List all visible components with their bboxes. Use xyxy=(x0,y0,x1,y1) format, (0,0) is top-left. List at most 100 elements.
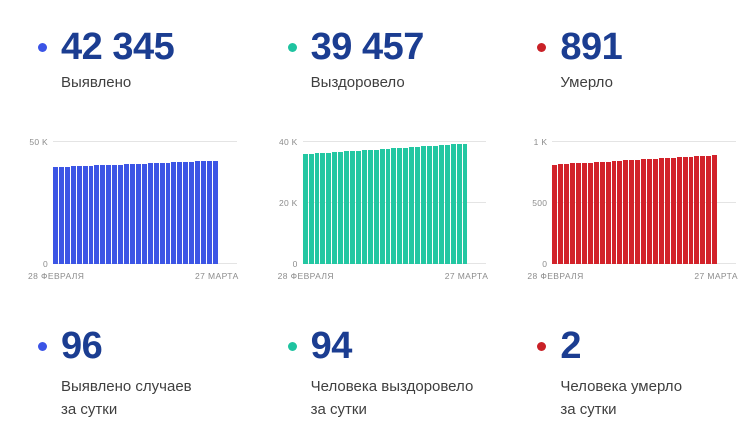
bar[interactable] xyxy=(570,163,576,264)
bar[interactable] xyxy=(165,162,171,264)
bar[interactable] xyxy=(415,146,421,264)
bar[interactable] xyxy=(212,160,218,264)
bar[interactable] xyxy=(635,159,641,264)
bar[interactable] xyxy=(694,156,700,264)
bar[interactable] xyxy=(456,144,462,264)
bar[interactable] xyxy=(177,162,183,264)
daily-label: Человека умерло за сутки xyxy=(560,375,738,421)
bar[interactable] xyxy=(379,149,385,264)
bar[interactable] xyxy=(201,161,206,264)
bar[interactable] xyxy=(641,159,647,264)
bar[interactable] xyxy=(64,166,70,264)
total-stat-recovered: 39 457 xyxy=(278,28,489,66)
bar[interactable] xyxy=(195,161,201,264)
bar[interactable] xyxy=(653,158,658,264)
bullet-dot-icon xyxy=(38,341,47,351)
bar[interactable] xyxy=(100,165,106,264)
gridline xyxy=(53,141,237,142)
bar[interactable] xyxy=(206,160,212,264)
bar[interactable] xyxy=(129,164,135,264)
bar[interactable] xyxy=(712,155,718,264)
bar[interactable] xyxy=(332,152,338,264)
daily-label-line: Человека умерло xyxy=(560,378,683,395)
bar[interactable] xyxy=(581,162,587,264)
bar[interactable] xyxy=(153,163,159,264)
bar[interactable] xyxy=(70,166,76,264)
bar[interactable] xyxy=(361,150,367,264)
bar[interactable] xyxy=(700,156,706,264)
daily-label-line: за сутки xyxy=(310,401,367,418)
bars-group xyxy=(552,142,718,264)
bar[interactable] xyxy=(112,164,118,264)
bar[interactable] xyxy=(326,152,332,264)
bar[interactable] xyxy=(599,161,605,264)
bar[interactable] xyxy=(587,162,593,264)
bar[interactable] xyxy=(58,166,64,264)
bar[interactable] xyxy=(344,151,350,264)
bar[interactable] xyxy=(676,157,682,264)
bar[interactable] xyxy=(118,164,124,264)
bar[interactable] xyxy=(444,144,450,264)
bar[interactable] xyxy=(302,154,308,264)
bar[interactable] xyxy=(350,151,355,264)
bar[interactable] xyxy=(355,150,361,264)
bullet-dot-icon xyxy=(287,341,297,351)
bar[interactable] xyxy=(682,157,688,264)
bar[interactable] xyxy=(552,164,558,264)
bar[interactable] xyxy=(664,158,670,264)
bar[interactable] xyxy=(76,166,82,264)
bar[interactable] xyxy=(421,146,427,264)
bar[interactable] xyxy=(147,163,153,264)
plot-area[interactable] xyxy=(552,141,738,264)
bar[interactable] xyxy=(82,165,88,264)
bar[interactable] xyxy=(397,147,403,264)
bar[interactable] xyxy=(314,153,320,264)
bar[interactable] xyxy=(189,161,195,264)
bar[interactable] xyxy=(403,147,409,264)
bar[interactable] xyxy=(611,161,617,264)
total-stat-detected: 42 345 xyxy=(28,28,239,66)
bar[interactable] xyxy=(658,158,664,264)
bar[interactable] xyxy=(124,164,129,264)
bar[interactable] xyxy=(373,149,379,264)
bar[interactable] xyxy=(391,148,397,264)
bar[interactable] xyxy=(688,156,694,264)
bar[interactable] xyxy=(462,143,468,264)
bar[interactable] xyxy=(605,161,611,264)
bar[interactable] xyxy=(438,145,444,264)
bar[interactable] xyxy=(450,144,456,264)
bar[interactable] xyxy=(432,145,438,264)
bar[interactable] xyxy=(409,147,415,264)
bar[interactable] xyxy=(88,165,94,264)
bar[interactable] xyxy=(171,162,177,264)
bar[interactable] xyxy=(564,163,570,264)
bar[interactable] xyxy=(385,148,391,264)
stat-card-recovered: 39 457 Выздоровело 0 20 K 40 K 28 ФЕВРАЛЯ … xyxy=(250,0,500,444)
bar[interactable] xyxy=(308,153,314,264)
plot-area[interactable] xyxy=(53,141,239,264)
bar[interactable] xyxy=(670,157,676,264)
plot-area[interactable] xyxy=(302,141,489,264)
bar[interactable] xyxy=(629,160,635,264)
bar[interactable] xyxy=(623,160,629,264)
bar[interactable] xyxy=(141,163,147,264)
bar[interactable] xyxy=(647,159,652,264)
y-axis: 0 50 K xyxy=(28,137,48,267)
gridline xyxy=(552,141,736,142)
daily-label-line: Выявлено случаев xyxy=(61,378,192,395)
bar[interactable] xyxy=(706,155,712,264)
bar[interactable] xyxy=(53,167,58,264)
bar[interactable] xyxy=(183,161,189,264)
bar[interactable] xyxy=(593,162,599,264)
bar[interactable] xyxy=(320,153,326,264)
bar[interactable] xyxy=(617,160,623,264)
bar[interactable] xyxy=(576,163,581,264)
bar[interactable] xyxy=(427,146,432,264)
bar[interactable] xyxy=(558,164,564,264)
bar[interactable] xyxy=(135,163,141,264)
bar[interactable] xyxy=(367,149,373,264)
bar[interactable] xyxy=(159,162,165,264)
bar[interactable] xyxy=(94,165,100,264)
bar[interactable] xyxy=(106,164,112,264)
bar[interactable] xyxy=(338,151,344,264)
